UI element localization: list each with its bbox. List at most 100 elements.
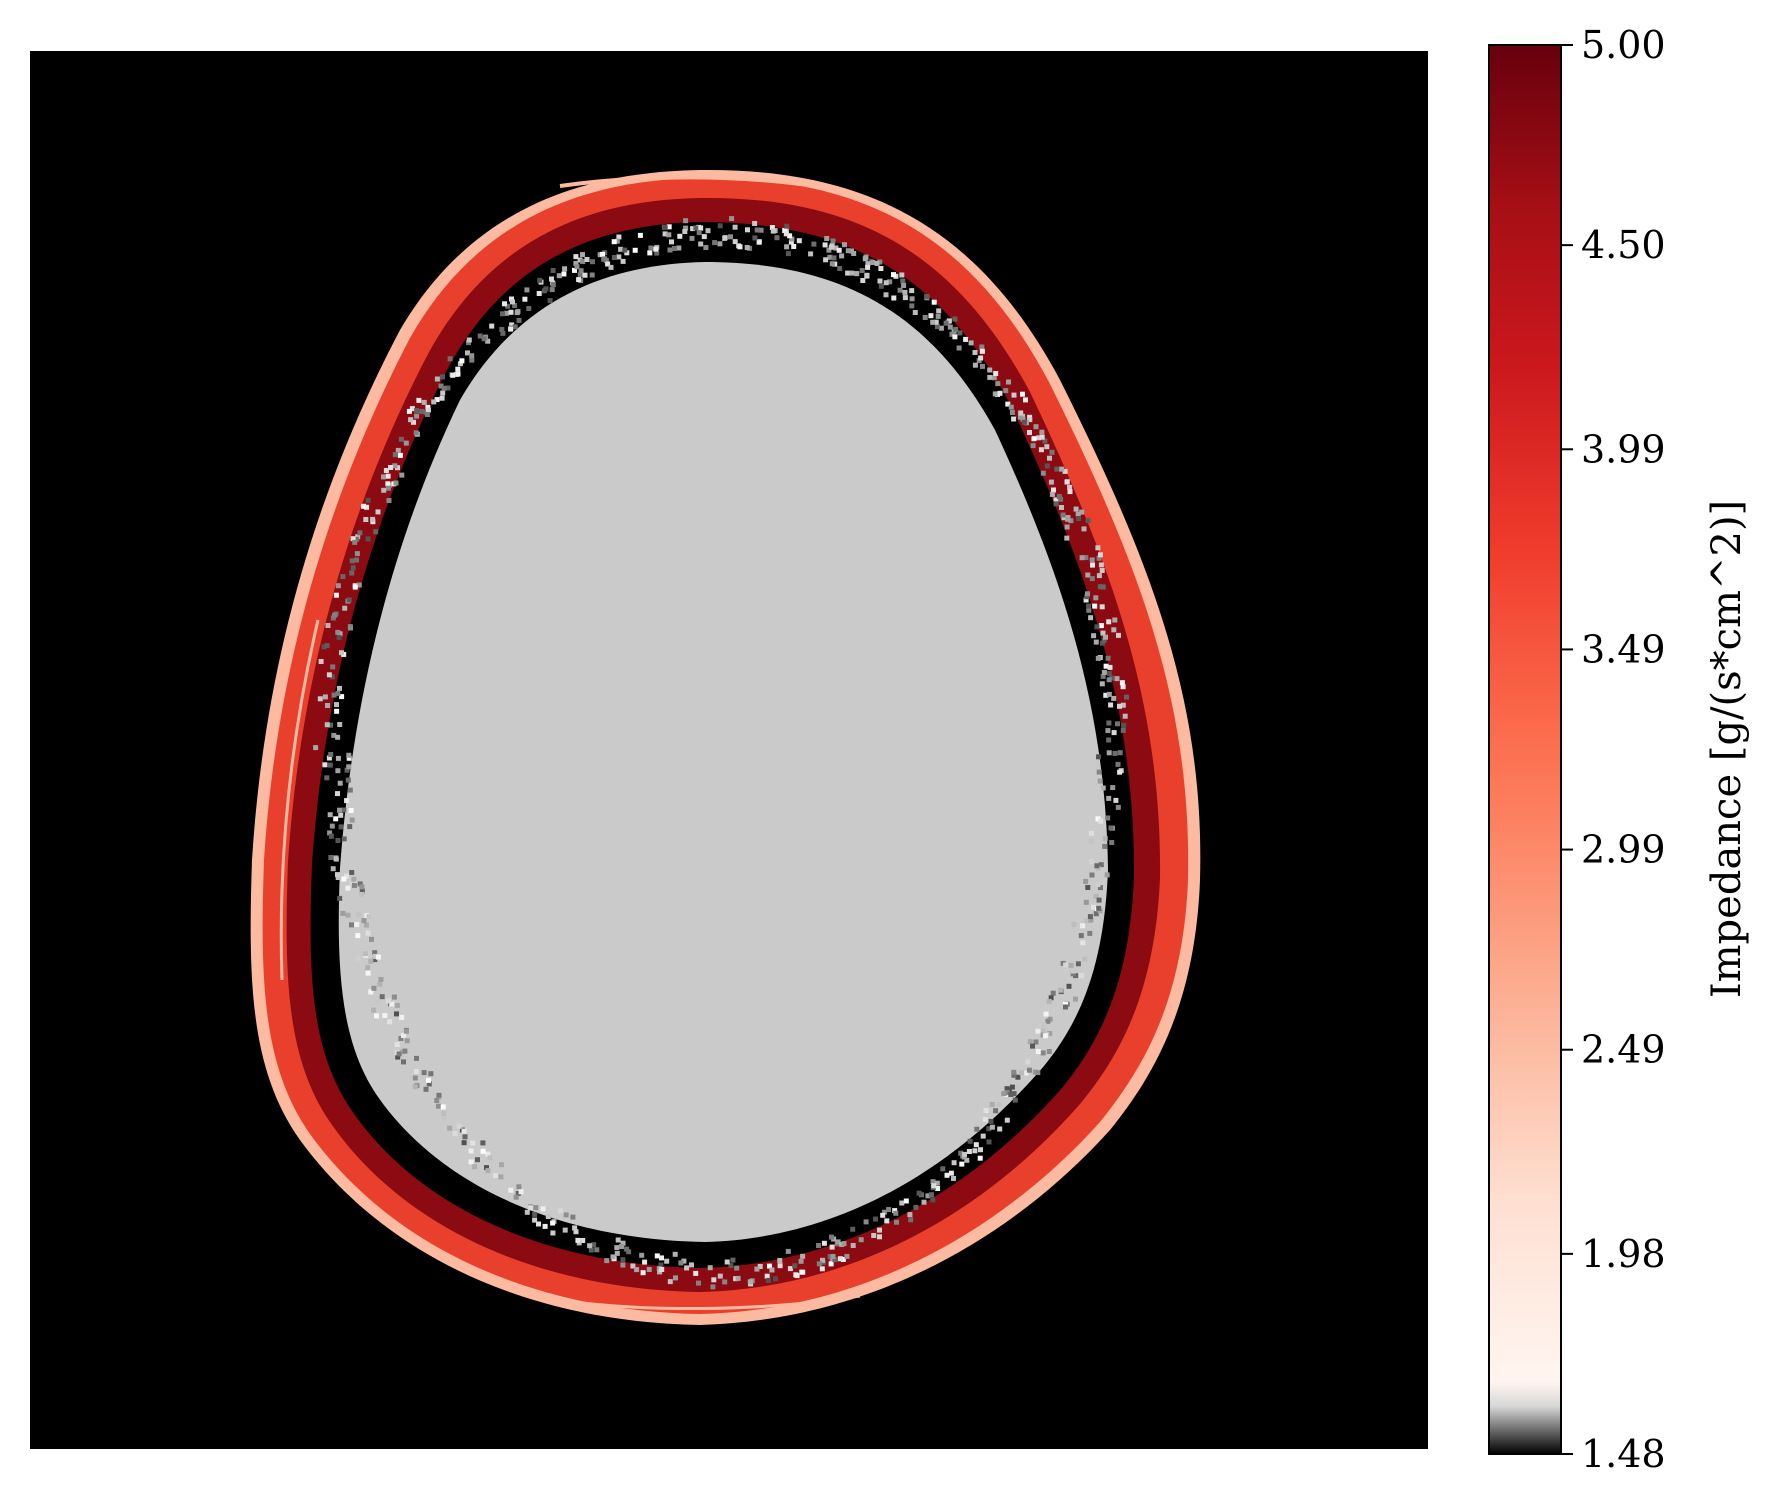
speckle-pixel — [452, 1131, 458, 1136]
speckle-pixel — [1090, 562, 1095, 568]
speckle-pixel — [562, 266, 568, 272]
speckle-pixel — [540, 1206, 546, 1212]
speckle-pixel — [1100, 673, 1106, 679]
speckle-pixel — [1035, 1028, 1041, 1034]
speckle-pixel — [908, 1217, 914, 1223]
speckle-pixel — [371, 1007, 377, 1013]
speckle-pixel — [642, 1259, 648, 1265]
speckle-pixel — [774, 235, 780, 241]
speckle-pixel — [693, 1270, 699, 1276]
speckle-pixel — [978, 1147, 983, 1153]
speckle-pixel — [542, 1223, 548, 1229]
speckle-pixel — [1120, 702, 1126, 708]
speckle-pixel — [1091, 633, 1097, 639]
speckle-pixel — [500, 311, 505, 317]
speckle-pixel — [334, 708, 340, 714]
speckle-pixel — [1083, 597, 1089, 603]
speckle-pixel — [973, 1142, 979, 1148]
speckle-pixel — [909, 288, 915, 294]
speckle-pixel — [335, 875, 341, 880]
speckle-pixel — [365, 965, 371, 971]
speckle-pixel — [549, 287, 555, 293]
speckle-pixel — [1036, 435, 1042, 441]
speckle-pixel — [827, 254, 833, 260]
speckle-pixel — [619, 1244, 625, 1249]
speckle-pixel — [1078, 933, 1084, 939]
speckle-pixel — [819, 1266, 825, 1272]
speckle-pixel — [839, 253, 845, 259]
speckle-pixel — [835, 1239, 841, 1245]
speckle-pixel — [1111, 695, 1117, 701]
speckle-pixel — [326, 755, 332, 761]
speckle-pixel — [344, 873, 350, 879]
speckle-pixel — [1018, 410, 1024, 416]
speckle-pixel — [374, 999, 380, 1005]
speckle-pixel — [1064, 535, 1070, 541]
speckle-pixel — [1095, 545, 1101, 551]
speckle-pixel — [516, 317, 522, 323]
speckle-pixel — [787, 233, 793, 239]
speckle-pixel — [313, 745, 319, 751]
speckle-pixel — [1095, 866, 1101, 872]
speckle-pixel — [601, 256, 607, 262]
speckle-pixel — [1076, 516, 1081, 521]
speckle-pixel — [1035, 1049, 1041, 1055]
speckle-pixel — [509, 322, 515, 328]
speckle-pixel — [871, 1233, 877, 1238]
speckle-pixel — [580, 259, 586, 264]
speckle-pixel — [816, 1261, 822, 1267]
speckle-pixel — [967, 1138, 973, 1144]
speckle-pixel — [1095, 655, 1101, 661]
speckle-pixel — [354, 536, 360, 542]
speckle-pixel — [979, 344, 985, 350]
speckle-pixel — [369, 936, 374, 942]
speckle-pixel — [330, 615, 336, 621]
speckle-pixel — [654, 250, 660, 256]
speckle-pixel — [327, 812, 333, 818]
speckle-pixel — [605, 261, 611, 267]
speckle-pixel — [705, 228, 711, 234]
speckle-pixel — [338, 812, 344, 818]
speckle-pixel — [614, 1250, 620, 1256]
speckle-pixel — [1011, 416, 1017, 422]
speckle-pixel — [842, 242, 847, 248]
speckle-pixel — [318, 659, 324, 664]
speckle-pixel — [502, 301, 507, 307]
speckle-pixel — [1051, 487, 1056, 493]
speckle-pixel — [710, 1284, 716, 1290]
speckle-pixel — [684, 1265, 690, 1271]
speckle-pixel — [386, 498, 392, 503]
speckle-pixel — [487, 1155, 493, 1161]
colorbar-tick-label: 3.99 — [1581, 427, 1666, 471]
speckle-pixel — [717, 223, 723, 229]
speckle-pixel — [717, 241, 723, 247]
speckle-pixel — [874, 260, 880, 266]
speckle-pixel — [594, 1247, 600, 1253]
speckle-pixel — [364, 504, 370, 510]
speckle-pixel — [344, 767, 350, 773]
speckle-pixel — [689, 1262, 694, 1268]
speckle-pixel — [1081, 526, 1087, 532]
speckle-pixel — [921, 1199, 927, 1205]
speckle-pixel — [897, 287, 903, 293]
speckle-pixel — [837, 1256, 843, 1262]
speckle-pixel — [1046, 998, 1052, 1004]
speckle-pixel — [572, 267, 577, 273]
speckle-pixel — [1058, 987, 1064, 993]
speckle-pixel — [728, 234, 733, 240]
speckle-pixel — [1075, 511, 1081, 517]
speckle-pixel — [342, 605, 348, 611]
speckle-pixel — [1092, 603, 1098, 609]
speckle-pixel — [1073, 996, 1078, 1002]
speckle-pixel — [364, 922, 369, 928]
speckle-pixel — [978, 355, 984, 361]
speckle-pixel — [1117, 750, 1123, 756]
speckle-pixel — [1111, 627, 1117, 633]
speckle-pixel — [883, 292, 889, 298]
speckle-pixel — [899, 1200, 905, 1206]
speckle-pixel — [1023, 1070, 1029, 1076]
speckle-pixel — [777, 1263, 783, 1269]
speckle-pixel — [928, 1192, 934, 1198]
speckle-pixel — [1033, 1039, 1039, 1045]
speckle-pixel — [550, 1230, 556, 1236]
